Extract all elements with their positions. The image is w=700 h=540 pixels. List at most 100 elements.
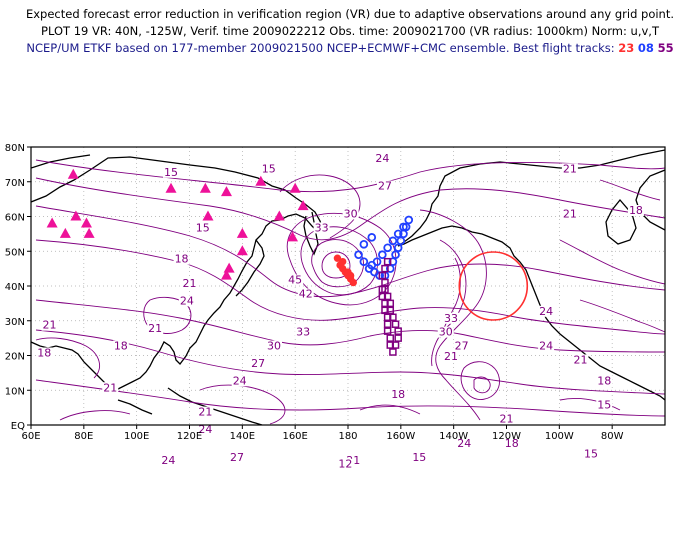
contour-label-bg [287, 274, 304, 286]
contour-label: 12 [338, 458, 352, 471]
contour-label-bg [147, 323, 164, 335]
contour-label-bg [456, 437, 473, 449]
y-tick-label: 20N [5, 352, 25, 363]
contour-label-bg [596, 399, 613, 411]
contour-label-bg [231, 375, 248, 387]
contour-label: 30 [267, 340, 281, 353]
contour-label: 42 [299, 287, 313, 300]
observation-triangle [220, 186, 232, 197]
contour-label-bg [160, 455, 177, 467]
y-tick-label: 60N [5, 213, 25, 224]
contour-label: 18 [175, 253, 189, 266]
contour-label: 21 [563, 208, 577, 221]
contour-label: 15 [196, 221, 210, 234]
x-axis-ticks: 60E 80E 100E 120E 140E 160E 180 160W 140W 120W 100… [21, 425, 624, 442]
y-tick-label: 50N [5, 247, 25, 258]
y-axis-ticks: EQ 10N 20N 30N 40N 50N 60N 70N 80N [5, 143, 31, 432]
contour-label: 15 [412, 451, 426, 464]
track-08-point [393, 229, 403, 239]
contour-label-bg [538, 305, 555, 317]
flight-tracks [333, 215, 414, 356]
track-08-point [367, 233, 377, 242]
contour-label-bg [342, 208, 359, 220]
observation-triangle [46, 217, 58, 228]
x-tick-label: 120E [177, 431, 202, 442]
contour-label-bg [376, 180, 393, 192]
contour-label-bg [503, 437, 520, 449]
y-tick-label: 40N [5, 282, 25, 293]
contour-label: 21 [573, 353, 587, 366]
track-55-point [383, 292, 392, 301]
contour-label: 27 [251, 357, 265, 370]
contour-label-bg [437, 326, 454, 338]
contour-label: 21 [103, 381, 117, 394]
contour-label: 27 [455, 340, 469, 353]
track-55-point [391, 341, 400, 349]
contour-label-bg [453, 340, 470, 352]
contour-label: 15 [262, 162, 276, 175]
track-08-point [393, 243, 403, 253]
contour-label: 21 [444, 350, 458, 363]
contour-labels: 15 15242721182130331518212445423330272421… [36, 152, 644, 471]
contour-label: 30 [439, 326, 453, 339]
contour-label: 15 [584, 447, 598, 460]
observation-triangle [165, 182, 177, 193]
contour-label: 24 [161, 454, 175, 467]
contour-label-bg [561, 208, 578, 220]
track-55-point [389, 348, 397, 356]
contour-label: 27 [378, 180, 392, 193]
track-55-point [381, 285, 389, 294]
track-55-point [383, 257, 392, 266]
observation-triangles [46, 168, 309, 280]
contour-label-bg [572, 354, 589, 366]
contour-label-bg [411, 451, 428, 463]
contour-label: 18 [505, 437, 519, 450]
track-23-point [349, 278, 357, 287]
observation-triangle [236, 245, 248, 256]
contour-label-bg [229, 451, 246, 463]
observation-triangle [83, 227, 95, 238]
observation-triangle [236, 227, 248, 238]
observation-triangle [80, 217, 92, 228]
contour-label-bg [260, 163, 277, 175]
contour-label: 18 [114, 340, 128, 353]
track-55-point [386, 334, 395, 342]
y-tick-label: 30N [5, 317, 25, 328]
contour-label: 33 [296, 326, 310, 339]
contour-label: 15 [164, 166, 178, 179]
track-55-label: 55 [657, 41, 674, 55]
track-55-point [381, 278, 389, 287]
contour-label-bg [178, 295, 195, 307]
track-55-point [381, 264, 389, 273]
observation-triangle [273, 210, 285, 221]
contour-label: 24 [539, 305, 553, 318]
contour-lines [35, 159, 665, 425]
track-08-point [378, 250, 387, 260]
track-23-point [333, 254, 342, 262]
header-line-2: PLOT 19 VR: 40N, -125W, Verif. time 2009… [41, 24, 659, 38]
x-tick-label: 160W [386, 431, 415, 442]
header-line-1: Expected forecast error reduction in ver… [25, 7, 675, 21]
x-tick-label: 100E [124, 431, 149, 442]
contour-label-bg [627, 205, 644, 217]
track-55-point [391, 320, 400, 328]
observation-triangle [70, 210, 82, 221]
x-tick-label: 80E [74, 431, 93, 442]
contour-label: 24 [233, 374, 247, 387]
contour-label-bg [102, 382, 119, 394]
contour-label-bg [36, 347, 53, 359]
observation-triangle [255, 175, 267, 186]
contour-label-bg [337, 458, 354, 470]
y-tick-label: 10N [5, 386, 25, 397]
track-08-point [383, 243, 392, 253]
contour-label: 24 [539, 340, 553, 353]
x-tick-label: 80W [601, 431, 624, 442]
contour-label: 24 [198, 423, 212, 436]
track-23-label: 23 [618, 41, 635, 55]
contour-label: 21 [42, 319, 56, 332]
contour-label: 21 [148, 322, 162, 335]
observation-triangle [59, 227, 71, 238]
x-tick-label: 120W [492, 431, 521, 442]
track-23-point [344, 268, 352, 276]
